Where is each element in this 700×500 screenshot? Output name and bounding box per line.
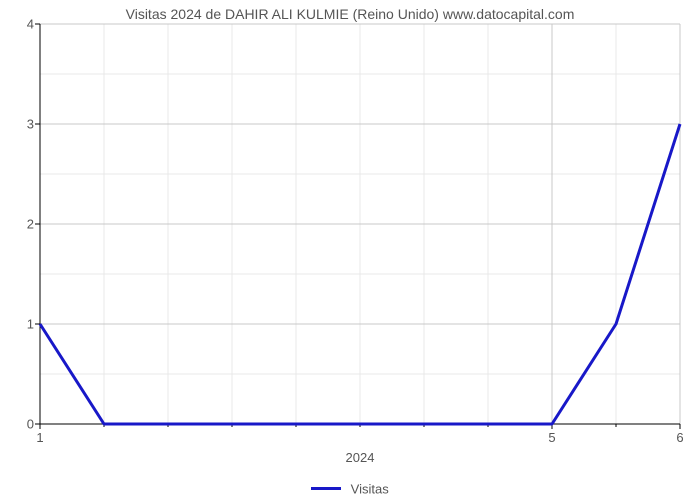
chart-title: Visitas 2024 de DAHIR ALI KULMIE (Reino … bbox=[0, 6, 700, 22]
y-tick-label: 2 bbox=[27, 217, 34, 232]
y-tick-label: 0 bbox=[27, 417, 34, 432]
legend-label: Visitas bbox=[351, 481, 389, 496]
y-tick-label: 3 bbox=[27, 117, 34, 132]
x-tick-label: 1 bbox=[36, 430, 43, 445]
legend-swatch bbox=[311, 487, 341, 490]
chart-svg bbox=[40, 24, 680, 424]
legend: Visitas bbox=[0, 481, 700, 496]
x-axis-label: 2024 bbox=[40, 450, 680, 465]
y-tick-label: 1 bbox=[27, 317, 34, 332]
x-tick-label: 6 bbox=[676, 430, 683, 445]
x-tick-label: 5 bbox=[548, 430, 555, 445]
chart-container: Visitas 2024 de DAHIR ALI KULMIE (Reino … bbox=[0, 0, 700, 500]
plot-area: 01234156 2024 bbox=[40, 24, 680, 424]
y-tick-label: 4 bbox=[27, 17, 34, 32]
